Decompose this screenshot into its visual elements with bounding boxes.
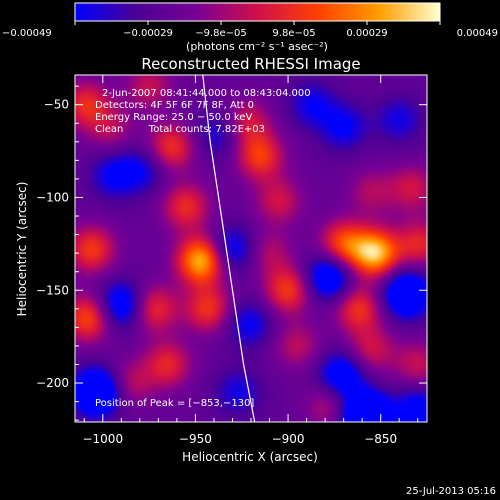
colorbar-tick-label: 0.00049 bbox=[457, 28, 498, 39]
colorbar-gradient bbox=[74, 2, 441, 22]
y-axis-label: Heliocentric Y (arcsec) bbox=[15, 182, 29, 317]
plot-area: −1000 −950 −900 −850 −50 −100 −150 −200 bbox=[36, 74, 428, 446]
colorbar-tick-label: −0.00029 bbox=[123, 28, 173, 39]
colorbar: −0.00049 −0.00029 −9.8e−05 9.8e−05 0.00029 0.… bbox=[2, 2, 498, 53]
solar-limb-line bbox=[202, 75, 256, 422]
axis-ticks: −1000 −950 −900 −850 −50 −100 −150 −200 bbox=[36, 75, 427, 446]
colorbar-unit-label: (photons cm⁻² s⁻¹ asec⁻²) bbox=[186, 40, 328, 53]
x-tick-label: −950 bbox=[179, 432, 212, 446]
annotation-time-range: 2‑Jun‑2007 08:41:44.000 to 08:43:04.000 bbox=[102, 88, 311, 99]
x-axis-label: Heliocentric X (arcsec) bbox=[182, 450, 318, 464]
colorbar-tick-label: −9.8e−05 bbox=[195, 28, 247, 39]
chart-title: Reconstructed RHESSI Image bbox=[141, 55, 360, 73]
footer-timestamp: 25-Jul-2013 05:16 bbox=[406, 486, 496, 497]
colorbar-tick-label: −0.00049 bbox=[2, 28, 52, 39]
annotation-energy-range: Energy Range: 25.0 − 50.0 keV bbox=[95, 112, 252, 123]
info-annotations: 2‑Jun‑2007 08:41:44.000 to 08:43:04.000 … bbox=[95, 88, 311, 135]
colorbar-ticks: −0.00049 −0.00029 −9.8e−05 9.8e−05 0.00029 0.… bbox=[2, 21, 498, 39]
y-tick-label: −50 bbox=[44, 98, 69, 112]
x-tick-label: −900 bbox=[272, 432, 305, 446]
y-tick-label: −150 bbox=[36, 283, 69, 297]
heatmap-image bbox=[75, 75, 427, 422]
y-tick-label: −100 bbox=[36, 190, 69, 204]
y-tick-label: −200 bbox=[36, 376, 69, 390]
annotation-detectors: Detectors: 4F 5F 6F 7F 8F, Att 0 bbox=[95, 100, 254, 111]
annotation-total-counts: Clean Total counts: 7.82E+03 bbox=[95, 124, 265, 135]
peak-position-label: Position of Peak = [−853,−130] bbox=[95, 398, 254, 409]
x-tick-label: −1000 bbox=[82, 432, 123, 446]
colorbar-tick-label: 9.8e−05 bbox=[272, 28, 315, 39]
colorbar-tick-label: 0.00029 bbox=[346, 28, 387, 39]
x-tick-label: −850 bbox=[364, 432, 397, 446]
